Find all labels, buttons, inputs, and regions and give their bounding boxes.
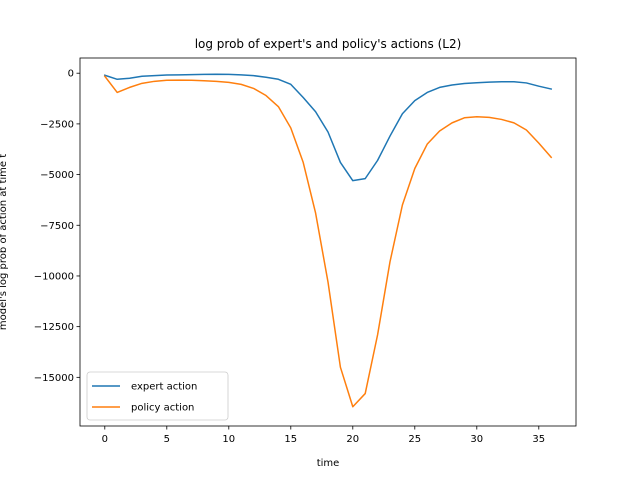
y-tick-label: −12500: [34, 322, 74, 333]
y-tick-label: 0: [68, 69, 74, 80]
y-tick-label: −7500: [40, 221, 74, 232]
series-layer: [103, 73, 553, 408]
y-tick-label: −2500: [40, 119, 74, 130]
chart-title: log prob of expert's and policy's action…: [195, 37, 462, 51]
x-tick-label: 20: [346, 434, 359, 445]
x-tick-label: 5: [164, 434, 170, 445]
x-axis-label: time: [317, 458, 340, 469]
legend: expert action policy action: [86, 371, 229, 421]
plot-area: [79, 57, 577, 427]
legend-box: [86, 371, 229, 421]
series-line-policy-action: [103, 75, 553, 408]
y-tick-label: −5000: [40, 170, 74, 181]
y-axis-label: model's log prob of action at time t: [0, 154, 9, 330]
legend-label: expert action: [131, 382, 197, 393]
y-tick-label: −15000: [34, 373, 74, 384]
x-tick-label: 15: [284, 434, 297, 445]
y-axis: 0 −2500 −5000 −7500 −10000 −12500 −15000: [34, 69, 80, 384]
x-tick-label: 35: [532, 434, 545, 445]
x-tick-label: 10: [222, 434, 235, 445]
x-tick-label: 25: [408, 434, 421, 445]
y-tick-label: −10000: [34, 271, 74, 282]
series-line-expert-action: [103, 73, 553, 182]
x-axis: 0 5 10 15 20 25 30 35: [102, 426, 545, 445]
x-tick-label: 30: [470, 434, 483, 445]
legend-label: policy action: [131, 403, 194, 414]
x-tick-label: 0: [102, 434, 108, 445]
